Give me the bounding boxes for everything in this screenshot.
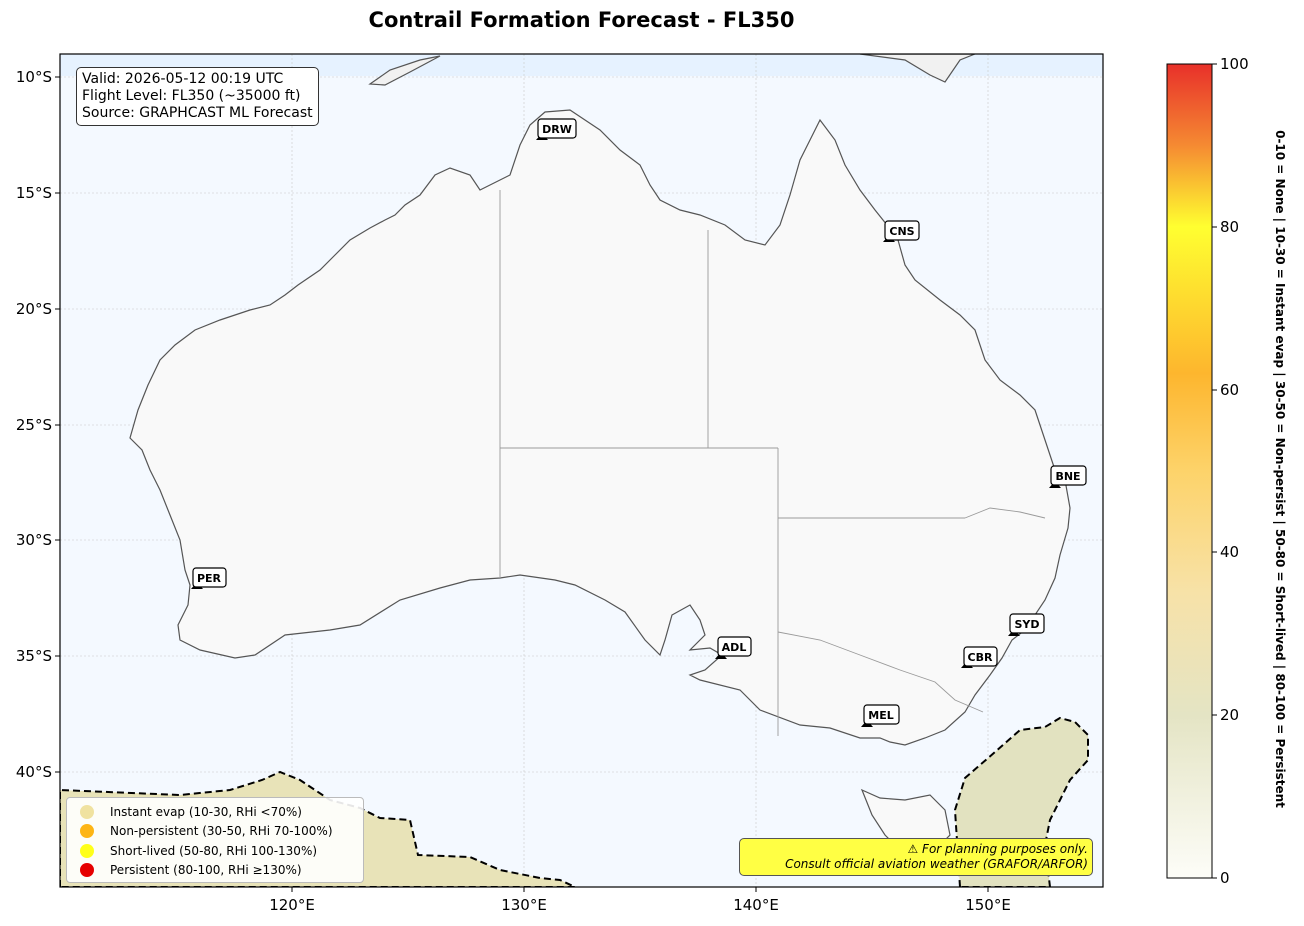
colorbar-tick-label: 60 [1220,381,1240,399]
map-frame [59,53,1104,888]
legend-item: Persistent (80-100, RHi ≥130%) [67,861,363,881]
ocean-top-band [60,54,1103,76]
city-label: ADL [722,641,747,654]
city-label-box [192,567,227,588]
city-label-box [863,704,900,725]
city-label-box [717,636,752,657]
map-legend: Instant evap (10-30, RHi <70%) Non-persi… [66,797,364,883]
city-marker-syd[interactable]: SYD [1008,613,1045,636]
colorbar-tick-label: 20 [1220,706,1240,724]
colorbar-tick-label: 40 [1220,543,1240,561]
city-label: CNS [889,225,914,238]
city-marker-cns[interactable]: CNS [883,220,920,242]
city-label-box [963,646,998,667]
lon-tick-label: 120°E [269,896,315,914]
valid-time: Valid: 2026-05-12 00:19 UTC [82,71,284,87]
forecast-info-box: Valid: 2026-05-12 00:19 UTC Flight Level… [76,67,319,126]
flight-level: Flight Level: FL350 (~35000 ft) [82,88,301,104]
timor-islands [368,55,441,86]
lon-tick-label: 130°E [501,896,547,914]
city-label-box [1050,465,1087,486]
legend-dot-icon [80,843,94,858]
lon-tick-label: 150°E [965,896,1011,914]
warning-line-2: Consult official aviation weather (GRAFO… [785,857,1088,871]
colorbar-tick-label: 0 [1220,869,1230,887]
city-marker-mel[interactable]: MEL [861,704,900,727]
colorbar-category-label: 0-10 = None | 10-30 = Instant evap | 30-… [1273,130,1287,808]
city-marker-bne[interactable]: BNE [1049,465,1087,488]
state-borders [499,190,1046,736]
lon-tick-label: 140°E [733,896,779,914]
city-marker-adl[interactable]: ADL [715,636,752,659]
city-marker-drw[interactable]: DRW [536,118,577,140]
lat-tick-label: 30°S [16,531,52,549]
lat-tick-label: 20°S [16,300,52,318]
lon-ticks [291,887,989,892]
legend-dot-icon [80,863,94,878]
lat-tick-labels: 10°S 15°S 20°S 25°S 30°S 35°S 40°S [16,68,52,781]
city-label: BNE [1055,470,1080,483]
planning-warning: ⚠ For planning purposes only. Consult of… [739,838,1093,876]
lat-tick-label: 40°S [16,763,52,781]
city-label-box [884,220,920,241]
colorbar [1166,63,1213,879]
lat-tick-label: 25°S [16,416,52,434]
city-label-box [1009,613,1045,634]
legend-label: Non-persistent (30-50, RHi 70-100%) [110,824,333,839]
lat-tick-label: 10°S [16,68,52,86]
legend-label: Instant evap (10-30, RHi <70%) [110,804,302,819]
city-label: MEL [868,709,893,722]
city-marker-per[interactable]: PER [191,567,227,589]
legend-label: Short-lived (50-80, RHi 100-130%) [110,843,318,858]
city-label: SYD [1014,618,1039,631]
legend-dot-icon [80,824,94,839]
city-label: PER [197,572,222,585]
legend-item: Non-persistent (30-50, RHi 70-100%) [67,822,363,842]
legend-item: Short-lived (50-80, RHi 100-130%) [67,841,363,861]
colorbar-tick-label: 100 [1220,55,1249,73]
forecast-source: Source: GRAPHCAST ML Forecast [82,105,313,121]
city-label: CBR [968,651,993,664]
warning-line-1: ⚠ For planning purposes only. [907,842,1088,856]
city-label: DRW [542,123,572,136]
legend-label: Persistent (80-100, RHi ≥130%) [110,863,302,878]
colorbar-ticks [1212,63,1217,879]
lon-tick-labels: 120°E 130°E 140°E 150°E [269,896,1011,914]
legend-dot-icon [80,804,94,819]
colorbar-tick-label: 80 [1220,218,1240,236]
city-marker-cbr[interactable]: CBR [961,646,998,668]
lat-tick-label: 35°S [16,647,52,665]
papua-new-guinea [859,54,976,83]
map-title: Contrail Formation Forecast - FL350 [368,8,795,32]
lat-ticks [55,76,60,773]
legend-item: Instant evap (10-30, RHi <70%) [67,802,363,822]
city-label-box [537,118,577,139]
lat-tick-label: 15°S [16,184,52,202]
